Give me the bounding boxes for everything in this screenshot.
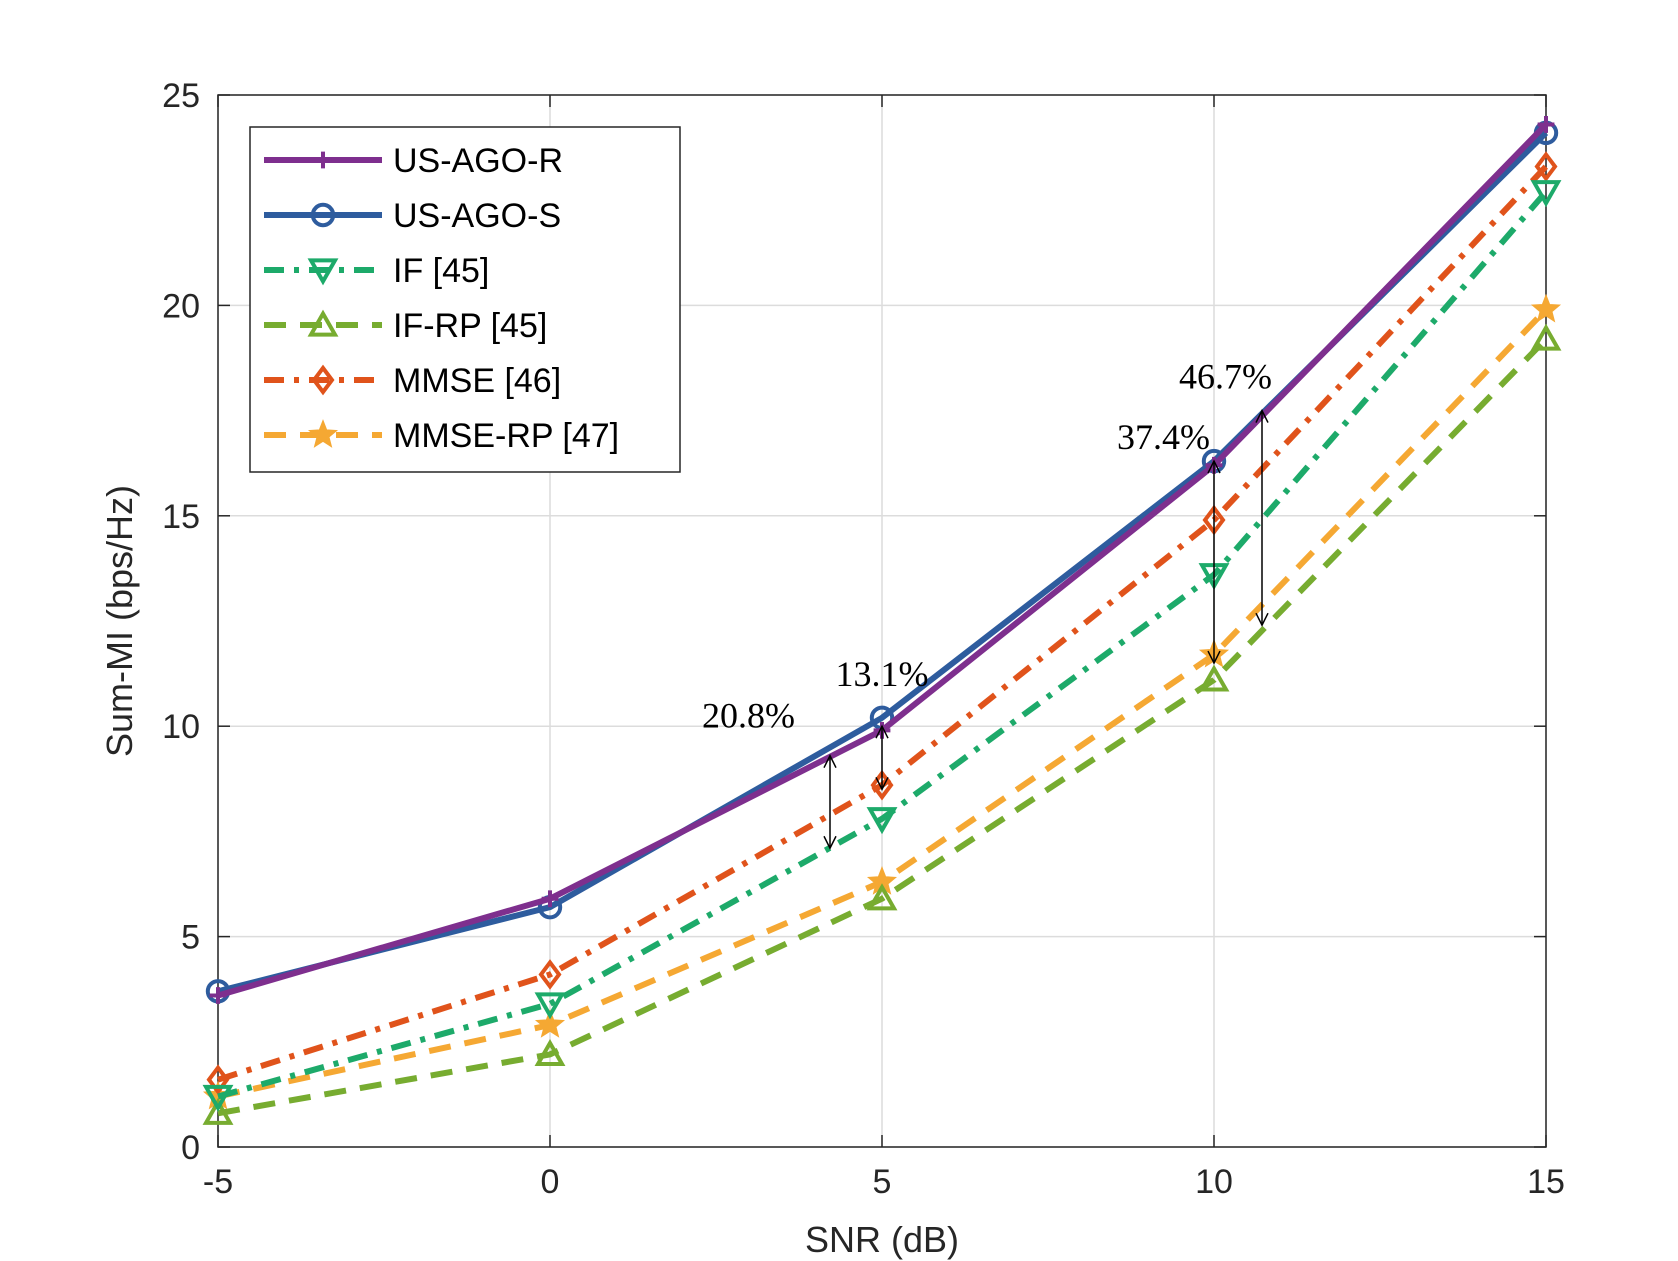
y-tick-label: 25 (162, 77, 200, 115)
marker-triangle-up (1530, 323, 1562, 351)
annotation-arrow-head-top (1255, 408, 1269, 423)
marker-triangle-up (534, 1038, 566, 1067)
legend-item: US-AGO-S (264, 197, 561, 235)
annotation-arrow-head-top (823, 753, 837, 768)
legend-label: IF-RP [45] (393, 307, 547, 345)
marker-plus (541, 890, 559, 908)
legend-label: MMSE-RP [47] (393, 417, 619, 455)
legend: US-AGO-R US-AGO-S IF [45] IF-RP [45] MMSE [4… (249, 126, 681, 473)
marker-diamond (870, 769, 894, 801)
marker-plus (314, 151, 332, 169)
annotation-arrow-head-bottom (823, 835, 837, 850)
marker-triangle-up (866, 883, 898, 911)
series-line (217, 189, 1549, 1100)
legend-label: IF [45] (393, 252, 489, 290)
x-axis-label: SNR (dB) (805, 1219, 959, 1260)
legend-item: US-AGO-R (264, 142, 563, 180)
marker-triangle-down (307, 258, 339, 286)
annotation-arrow-head-bottom (875, 776, 889, 791)
legend-item: MMSE [46] (264, 362, 561, 400)
x-tick-label: 10 (1195, 1163, 1233, 1201)
x-tick-label: 5 (873, 1163, 892, 1201)
annotation-arrow-head-bottom (1255, 612, 1269, 627)
legend-box (249, 126, 681, 473)
marker-triangle-up (307, 309, 339, 337)
y-tick-label: 5 (181, 919, 200, 957)
annotations: 20.8% 13.1% 37.4% 46.7% (702, 357, 1272, 850)
y-tick-label: 20 (162, 287, 200, 325)
series-if-rp-45 (202, 323, 1562, 1125)
series-line (217, 337, 1549, 1117)
marker-diamond (206, 1064, 230, 1096)
marker-plus (209, 987, 227, 1004)
marker-diamond (538, 959, 562, 990)
annotation-label: 20.8% (702, 696, 795, 736)
marker-plus (1537, 116, 1555, 133)
marker-star (307, 419, 339, 448)
marker-diamond (1534, 151, 1558, 182)
marker-diamond (311, 364, 335, 396)
annotation-label: 13.1% (836, 654, 929, 694)
x-tick-label: -5 (203, 1163, 233, 1201)
annotation-arrow-head-bottom (1207, 650, 1221, 665)
marker-star (534, 1009, 566, 1038)
annotation-arrow-head-top (875, 724, 889, 739)
marker-triangle-up (202, 1097, 234, 1125)
legend-label: US-AGO-S (393, 197, 561, 235)
y-tick-label: 10 (162, 708, 200, 746)
legend-item: IF [45] (264, 252, 489, 290)
marker-triangle-up (1198, 664, 1230, 692)
legend-item: IF-RP [45] (264, 307, 547, 345)
marker-triangle-down (202, 1084, 234, 1112)
y-tick-label: 0 (181, 1129, 200, 1167)
annotation-label: 46.7% (1179, 357, 1272, 397)
legend-label: US-AGO-R (393, 142, 563, 180)
y-axis-label: Sum-MI (bps/Hz) (99, 485, 140, 757)
marker-triangle-down (866, 807, 898, 835)
marker-triangle-down (534, 992, 566, 1020)
legend-label: MMSE [46] (393, 362, 561, 400)
x-tick-label: 15 (1527, 1163, 1565, 1201)
marker-triangle-down (1530, 180, 1562, 208)
legend-item: MMSE-RP [47] (264, 417, 619, 455)
annotation-label: 37.4% (1117, 417, 1210, 457)
y-tick-label: 15 (162, 498, 200, 536)
x-tick-label: 0 (541, 1163, 560, 1201)
annotation-arrow-head-top (1207, 459, 1221, 474)
marker-circle (310, 202, 336, 228)
marker-star (1530, 293, 1562, 323)
